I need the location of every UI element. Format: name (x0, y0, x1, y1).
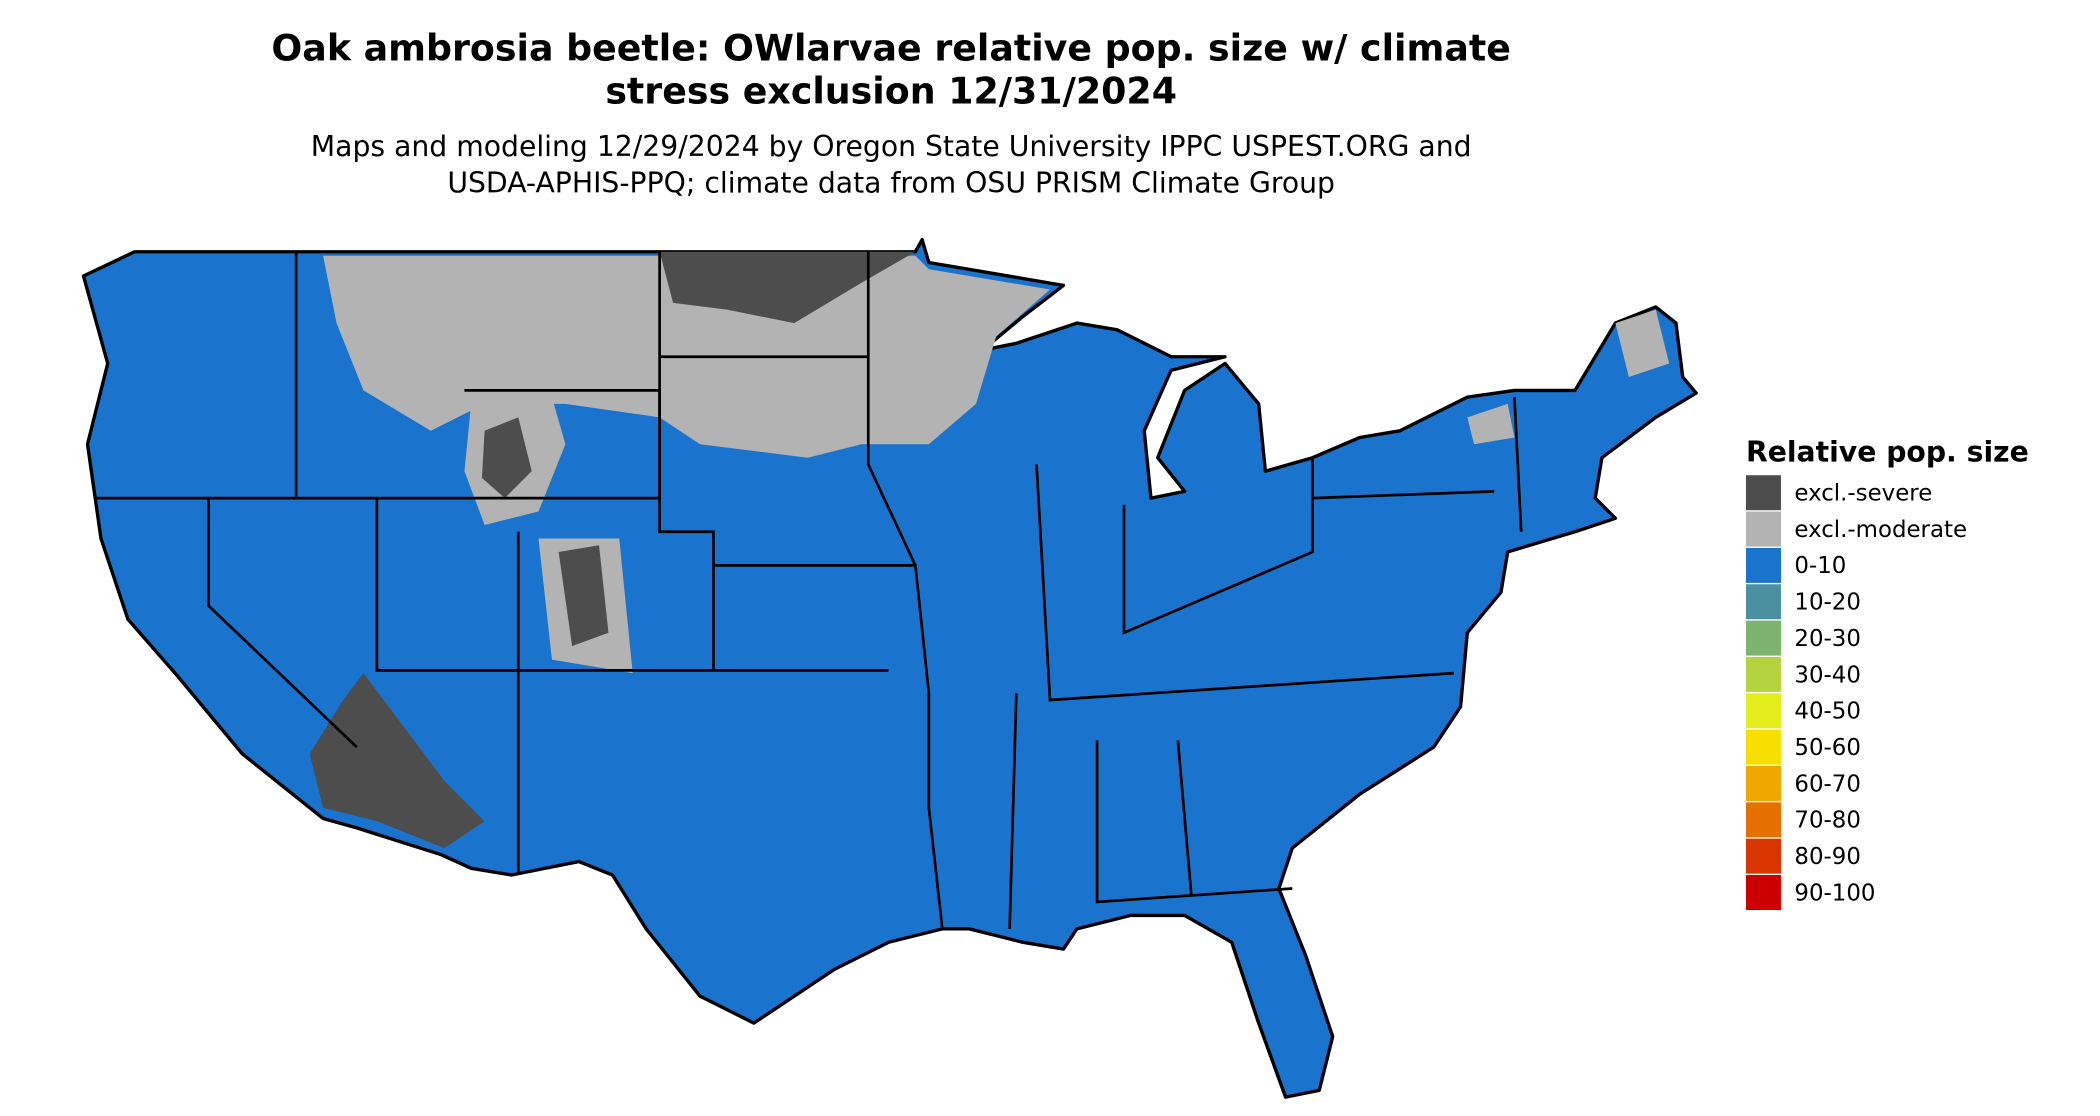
state-border (1095, 740, 1293, 904)
legend-label: 50-60 (1794, 735, 1860, 761)
legend-swatch (1745, 584, 1781, 620)
legend-swatch (1745, 729, 1781, 765)
legend-swatch (1745, 802, 1781, 838)
legend-label: 40-50 (1794, 699, 1860, 725)
title-line: stress exclusion 12/31/2024 (605, 70, 1177, 113)
legend-swatch (1745, 620, 1781, 656)
legend-swatch (1745, 511, 1781, 547)
state-border (375, 498, 889, 672)
severe-exclusion-area (558, 545, 609, 647)
severe-exclusion-area (481, 417, 532, 499)
legend-swatch (1745, 838, 1781, 874)
state-border (866, 251, 917, 566)
state-border (1176, 740, 1193, 896)
legend-label: 20-30 (1794, 626, 1860, 652)
legend-label: 30-40 (1794, 662, 1860, 688)
legend: Relative pop. size excl.-severe excl.-mod… (1745, 436, 2029, 911)
legend-label: 70-80 (1794, 808, 1860, 834)
state-border (207, 498, 358, 749)
state-border (1312, 490, 1495, 500)
state-border (464, 389, 715, 671)
moderate-exclusion-area (1615, 309, 1670, 377)
title-line: Oak ambrosia beetle: OWlarvae relative p… (271, 27, 1510, 70)
legend-label: 0-10 (1794, 553, 1846, 579)
legend-label: 80-90 (1794, 844, 1860, 870)
state-borders (94, 251, 1523, 930)
legend-label: 10-20 (1794, 590, 1860, 616)
legend-swatch (1745, 547, 1781, 583)
state-border (713, 564, 944, 930)
legend-label: excl.-moderate (1794, 517, 1967, 543)
legend-title: Relative pop. size (1746, 436, 2029, 469)
legend-swatch (1745, 693, 1781, 729)
legend-swatch (1745, 875, 1781, 911)
us-map (81, 237, 1698, 1099)
state-border (1513, 397, 1523, 532)
legend-label: excl.-severe (1794, 481, 1932, 507)
legend-swatch (1745, 656, 1781, 692)
severe-exclusion-area (659, 251, 916, 324)
legend-label: 60-70 (1794, 771, 1860, 797)
state-border (1035, 464, 1454, 702)
legend-swatch (1745, 475, 1781, 511)
state-border (1008, 693, 1018, 929)
subtitle-line: Maps and modeling 12/29/2024 by Oregon S… (311, 130, 1472, 163)
legend-label: 90-100 (1794, 880, 1875, 906)
legend-swatch (1745, 765, 1781, 801)
severe-exclusion-area (309, 673, 485, 849)
state-border (1122, 457, 1314, 635)
subtitle-line: USDA-APHIS-PPQ; climate data from OSU PR… (447, 167, 1335, 200)
moderate-exclusion-area (1467, 403, 1515, 445)
